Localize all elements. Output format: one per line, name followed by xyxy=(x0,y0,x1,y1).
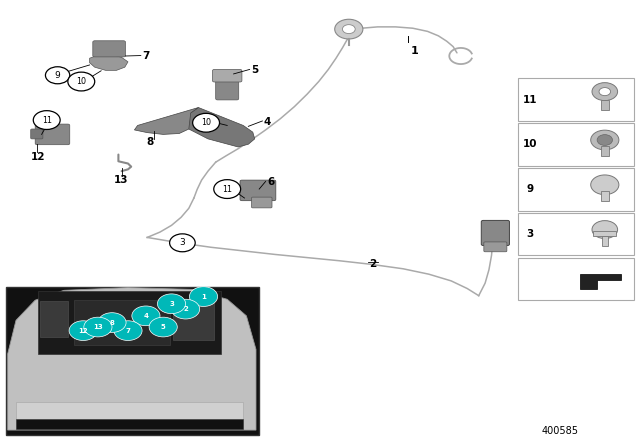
Bar xyxy=(74,300,170,345)
Bar xyxy=(602,236,608,246)
FancyBboxPatch shape xyxy=(240,180,276,201)
Circle shape xyxy=(214,180,241,198)
Polygon shape xyxy=(134,108,198,134)
Text: 7: 7 xyxy=(142,51,150,60)
Text: 7: 7 xyxy=(125,327,131,334)
Text: 1: 1 xyxy=(411,46,419,56)
Circle shape xyxy=(114,321,142,340)
Bar xyxy=(518,123,634,166)
Text: 400585: 400585 xyxy=(541,426,579,436)
Bar xyxy=(173,302,214,340)
Circle shape xyxy=(335,19,363,39)
Text: 2: 2 xyxy=(369,259,376,269)
Polygon shape xyxy=(186,108,255,147)
Circle shape xyxy=(193,113,220,132)
Bar xyxy=(40,301,68,337)
Text: 10: 10 xyxy=(201,118,211,127)
FancyBboxPatch shape xyxy=(31,129,43,139)
Circle shape xyxy=(149,317,177,337)
Bar xyxy=(38,291,221,354)
Bar xyxy=(601,100,609,110)
Text: 10: 10 xyxy=(523,139,537,150)
Text: 9: 9 xyxy=(55,71,60,80)
Circle shape xyxy=(599,88,611,96)
Circle shape xyxy=(33,111,60,129)
Text: 5: 5 xyxy=(161,324,166,330)
Circle shape xyxy=(69,321,97,340)
Circle shape xyxy=(45,67,70,84)
Bar xyxy=(601,146,609,156)
Bar xyxy=(518,168,634,211)
Circle shape xyxy=(189,287,218,306)
Text: 3: 3 xyxy=(526,229,534,239)
Text: 8: 8 xyxy=(109,319,115,326)
Polygon shape xyxy=(580,274,621,289)
Bar xyxy=(593,231,616,237)
Bar xyxy=(16,402,243,429)
FancyBboxPatch shape xyxy=(484,242,507,252)
Circle shape xyxy=(84,317,112,337)
Text: 12: 12 xyxy=(78,327,88,334)
Circle shape xyxy=(591,130,619,150)
Text: 9: 9 xyxy=(526,184,534,194)
Text: 10: 10 xyxy=(76,77,86,86)
Bar xyxy=(518,258,634,300)
FancyBboxPatch shape xyxy=(93,41,125,57)
FancyBboxPatch shape xyxy=(35,124,70,145)
Circle shape xyxy=(68,72,95,91)
Text: 8: 8 xyxy=(146,138,153,147)
Bar xyxy=(16,419,243,429)
Text: 3: 3 xyxy=(169,301,174,307)
Text: 3: 3 xyxy=(180,238,185,247)
Bar xyxy=(6,287,259,435)
Bar xyxy=(518,213,634,255)
Circle shape xyxy=(592,221,618,238)
Text: 13: 13 xyxy=(93,324,103,330)
Circle shape xyxy=(592,83,618,100)
Circle shape xyxy=(591,175,619,194)
Text: 11: 11 xyxy=(523,95,537,105)
Text: 4: 4 xyxy=(143,313,148,319)
Text: 13: 13 xyxy=(114,175,129,185)
Bar xyxy=(518,78,634,121)
Text: 2: 2 xyxy=(183,306,188,312)
Text: 1: 1 xyxy=(201,293,206,300)
Text: 4: 4 xyxy=(264,117,271,127)
Circle shape xyxy=(157,294,186,314)
Circle shape xyxy=(132,306,160,326)
Circle shape xyxy=(342,25,355,34)
Circle shape xyxy=(98,313,126,332)
Text: 11: 11 xyxy=(42,116,52,125)
FancyBboxPatch shape xyxy=(212,69,242,82)
Polygon shape xyxy=(90,55,128,70)
FancyBboxPatch shape xyxy=(252,197,272,208)
Circle shape xyxy=(172,299,200,319)
Circle shape xyxy=(170,234,195,252)
Text: 5: 5 xyxy=(251,65,258,75)
Bar xyxy=(601,191,609,201)
FancyBboxPatch shape xyxy=(216,76,239,100)
Circle shape xyxy=(597,134,612,145)
Text: 12: 12 xyxy=(31,152,45,162)
Text: 11: 11 xyxy=(222,185,232,194)
FancyBboxPatch shape xyxy=(481,220,509,246)
Text: 6: 6 xyxy=(267,177,274,187)
Polygon shape xyxy=(8,288,256,430)
